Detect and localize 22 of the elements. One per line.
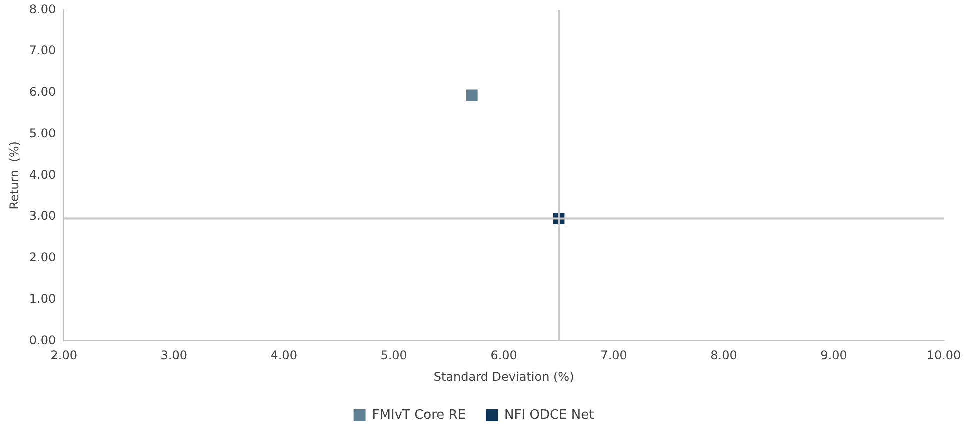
y-tick-label: 6.00	[29, 85, 56, 100]
y-tick-label: 8.00	[29, 2, 56, 16]
x-tick-label: 5.00	[380, 348, 408, 363]
legend-label: NFI ODCE Net	[504, 408, 594, 423]
x-tick-label: 8.00	[710, 348, 738, 363]
x-tick-label: 6.00	[490, 348, 518, 363]
legend-label: FMIvT Core RE	[372, 408, 466, 423]
y-tick-label: 2.00	[29, 250, 56, 265]
x-tick-label: 3.00	[160, 348, 188, 363]
y-tick-label: 4.00	[29, 168, 56, 182]
x-tick-label: 4.00	[270, 348, 298, 363]
y-tick-label: 0.00	[29, 333, 56, 348]
x-tick-label: 2.00	[50, 348, 78, 363]
y-tick-label: 3.00	[29, 209, 56, 224]
x-tick-label: 10.00	[926, 348, 962, 363]
y-tick-label: 5.00	[29, 126, 56, 140]
y-axis-title: Return (%)	[7, 142, 22, 210]
x-axis-title: Standard Deviation (%)	[434, 370, 574, 384]
x-tick-label: 7.00	[600, 348, 628, 363]
x-tick-label: 9.00	[820, 348, 848, 363]
y-tick-label: 7.00	[29, 44, 56, 58]
y-tick-label: 1.00	[29, 292, 56, 306]
